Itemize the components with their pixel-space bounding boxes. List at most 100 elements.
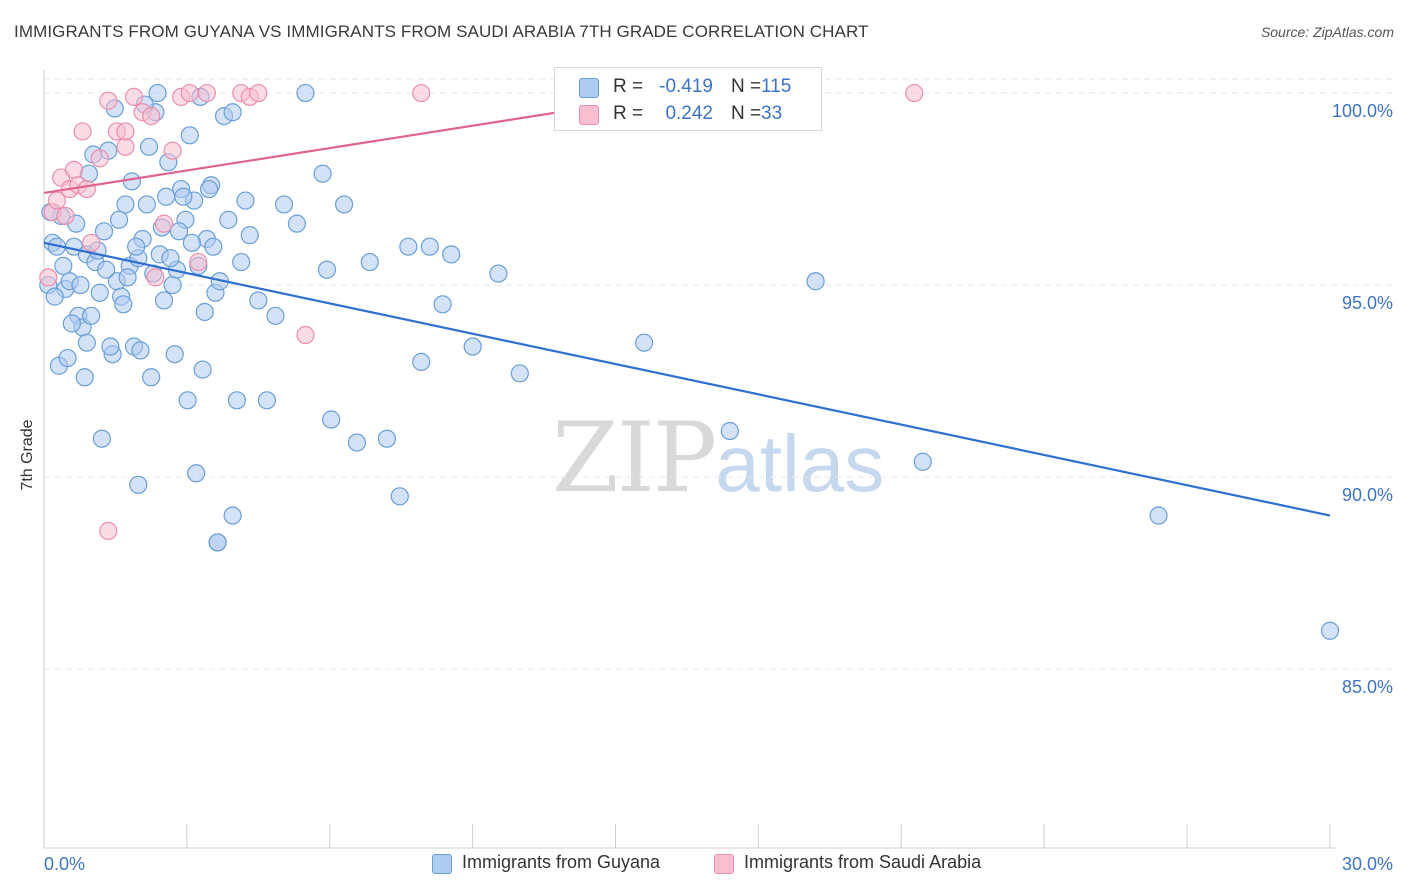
guyana-point (420, 237, 439, 256)
guyana-point (178, 391, 197, 410)
guyana-point (54, 256, 73, 275)
y-tick-label: 100.0% (1332, 101, 1393, 121)
guyana-point (45, 287, 64, 306)
guyana-point (1149, 506, 1168, 525)
y-tick-label: 85.0% (1342, 677, 1393, 697)
guyana-point (94, 222, 114, 241)
guyana-point (129, 475, 148, 494)
saudi-n-value: 33 (761, 103, 783, 124)
guyana-point (236, 191, 255, 210)
guyana-point (322, 410, 341, 429)
guyana-point (296, 83, 315, 103)
saudi-point (249, 83, 268, 103)
guyana-point (227, 391, 246, 410)
guyana-r-value: -0.419 (659, 76, 713, 97)
guyana-point (187, 464, 206, 483)
guyana-point (122, 172, 141, 191)
guyana-point (334, 195, 354, 214)
saudi-point (154, 214, 174, 233)
watermark: ZIPatlas (552, 402, 884, 514)
guyana-point (433, 295, 452, 314)
guyana-point (412, 352, 431, 372)
guyana-point (313, 164, 332, 183)
saudi-point (99, 521, 118, 540)
guyana-point (174, 187, 193, 206)
guyana-point (75, 368, 94, 387)
guyana-point (240, 226, 259, 245)
saudi-point (180, 83, 199, 103)
guyana-swatch (579, 78, 599, 98)
guyana-point (377, 429, 397, 448)
guyana-point (720, 421, 739, 441)
guyana-point (219, 210, 238, 229)
saudi-point (905, 83, 924, 103)
guyana-point (399, 237, 418, 256)
guyana-point (92, 429, 111, 448)
saudi-point (90, 149, 109, 168)
guyana-point (77, 333, 96, 352)
saudi-point (296, 325, 315, 345)
saudi-r-value: 0.242 (665, 103, 713, 124)
saudi-point (197, 83, 216, 103)
saudi-point (56, 206, 75, 226)
guyana-point (463, 337, 482, 356)
saudi-point (99, 91, 118, 110)
saudi-point (163, 141, 182, 160)
source-label: Source: ZipAtlas.com (1260, 24, 1394, 40)
guyana-point (1320, 621, 1340, 640)
guyana-point (204, 237, 223, 256)
y-tick-label: 90.0% (1342, 485, 1393, 505)
guyana-point (62, 314, 81, 333)
guyana-point (161, 249, 180, 268)
stats-legend-guyana: R = -0.419 N = 115 (555, 74, 821, 100)
guyana-point (142, 368, 161, 387)
guyana-point (71, 275, 90, 295)
guyana-point (90, 283, 109, 302)
guyana-point (58, 348, 77, 368)
guyana-point (232, 252, 251, 272)
guyana-point (127, 237, 146, 256)
guyana-point (223, 103, 242, 122)
guyana-point (116, 195, 135, 214)
guyana-point (169, 222, 189, 241)
legend-saudi-swatch (714, 854, 734, 874)
guyana-point (97, 260, 116, 279)
guyana-point (137, 195, 156, 214)
chart-title: IMMIGRANTS FROM GUYANA VS IMMIGRANTS FRO… (14, 22, 869, 41)
guyana-point (182, 233, 201, 252)
saudi-point (142, 106, 161, 126)
saudi-point (73, 122, 92, 141)
guyana-point (114, 295, 133, 314)
guyana-point (193, 360, 212, 379)
guyana-point (131, 341, 150, 360)
guyana-point (347, 433, 367, 452)
saudi-n-label: N = (731, 103, 762, 124)
watermark-zip: ZIP (552, 402, 717, 514)
guyana-point (163, 275, 182, 295)
guyana-n-label: N = (731, 76, 762, 97)
guyana-point (139, 137, 159, 156)
stats-legend-saudi: R = 0.242 N = 33 (555, 101, 821, 127)
saudi-swatch (579, 105, 599, 125)
saudi-point (146, 268, 165, 287)
watermark-atlas: atlas (715, 419, 885, 508)
guyana-point (360, 252, 379, 272)
guyana-point (82, 306, 101, 325)
guyana-r-label: R = (613, 76, 644, 97)
guyana-point (199, 179, 219, 199)
guyana-point (165, 345, 184, 364)
guyana-point (390, 487, 409, 506)
saudi-point (189, 252, 208, 272)
legend-saudi-label: Immigrants from Saudi Arabia (744, 852, 982, 872)
guyana-point (317, 260, 337, 279)
guyana-n-value: 115 (761, 76, 792, 97)
guyana-point (249, 291, 268, 310)
guyana-point (635, 333, 654, 352)
x-tick-label: 30.0% (1342, 854, 1393, 874)
legend-guyana-swatch (432, 854, 452, 874)
guyana-point (806, 272, 825, 291)
saudi-point (124, 87, 144, 106)
guyana-point (266, 306, 285, 325)
saudi-point (82, 233, 101, 252)
saudi-point (64, 160, 84, 179)
